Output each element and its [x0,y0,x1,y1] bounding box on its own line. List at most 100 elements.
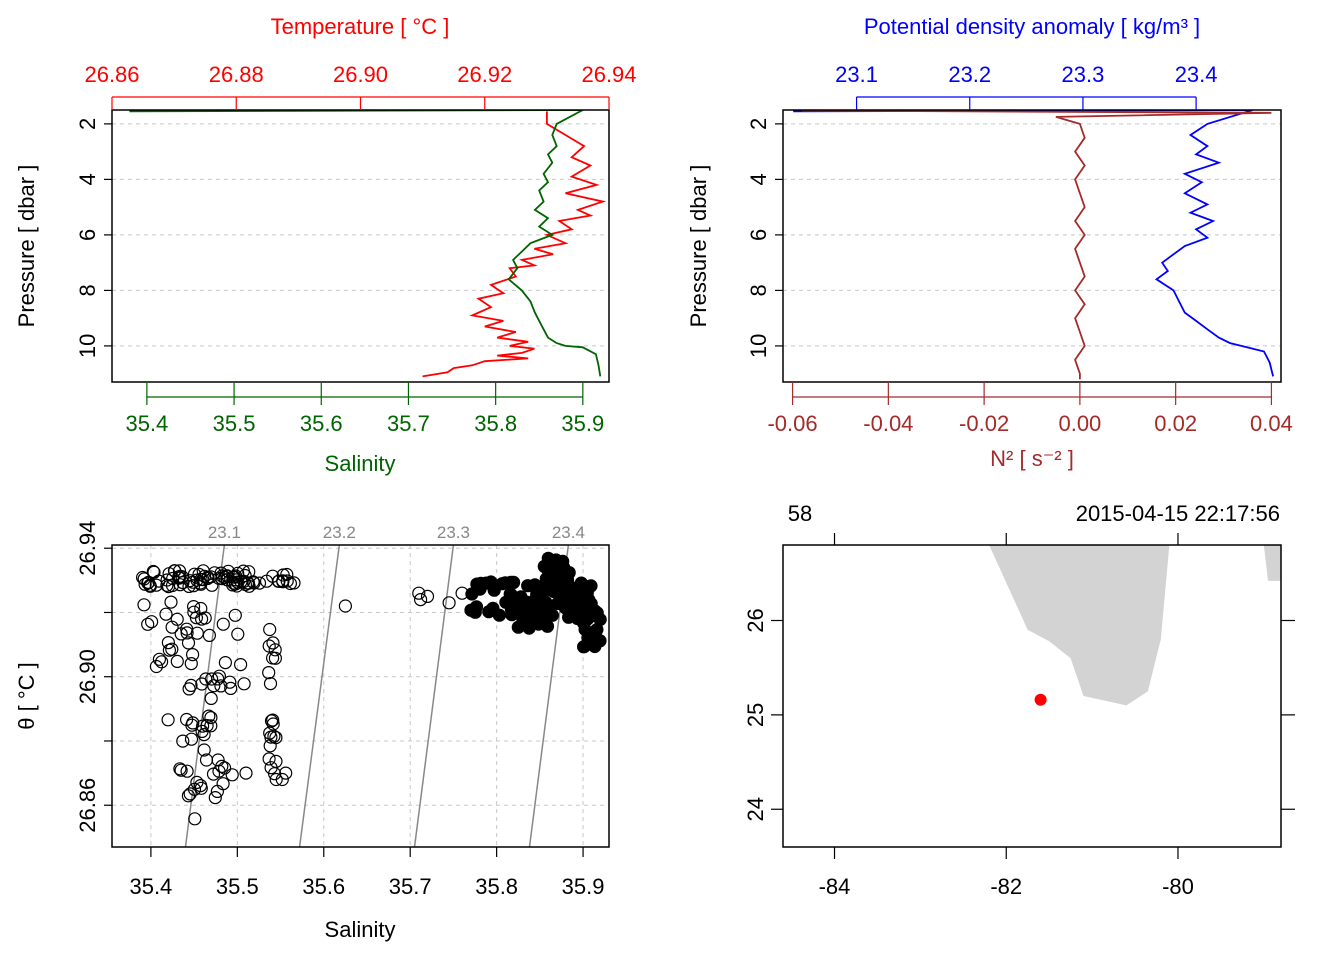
temperature-axis-title: Temperature [ °C ] [271,14,450,39]
y-tick-label: 2 [75,118,100,130]
ts-point [263,622,277,637]
ts-point [528,593,542,607]
ts-point [205,672,219,686]
theta-axis: 26.86 26.90 26.94 [75,521,112,833]
ts-point [522,607,536,621]
ts-point [538,609,552,623]
y-tick-label: 10 [75,334,100,358]
y-tick-label: 2 [746,118,771,130]
ts-point [143,578,157,592]
bottom-tick-label: 0.04 [1250,411,1293,436]
y-tick-label: 8 [75,284,100,296]
ts-point [206,767,221,781]
ts-point [185,718,199,732]
ts-point [565,604,579,619]
ts-point [195,724,209,739]
bottom-tick-label: 35.9 [561,411,604,436]
ts-point [190,775,204,790]
ts-diagram-panel: 23.1 23.2 23.3 23.4 35.4 35.5 35.6 35.7 35.8 35.… [14,521,610,942]
ts-point [146,564,160,579]
ts-point [420,589,435,604]
bottom-tick-label: 0.00 [1058,411,1101,436]
ts-point [338,599,352,613]
bottom-tick-label: -0.02 [959,411,1009,436]
y-tick-label: 4 [746,173,771,185]
ts-point [280,567,294,582]
lat-tick-label: 25 [743,703,768,727]
ts-point [174,763,188,777]
pressure-axis-2: 2 4 6 8 10 [746,118,783,358]
series-line-n2 [802,110,1272,380]
ts-point [287,576,301,590]
ts-point [264,714,279,728]
ts-point [173,578,187,592]
ts-point [197,743,211,757]
station-time: 2015-04-15 22:17:56 [1076,501,1280,526]
ts-point [225,768,239,782]
top-tick-label: 26.88 [209,62,264,87]
bottom-tick-label: 35.7 [387,411,430,436]
density-axis: 23.1 23.2 23.3 23.4 [835,62,1218,110]
ts-point [247,576,261,590]
x-tick-label: 35.8 [475,874,518,899]
ts-point [234,574,248,589]
ts-point [160,578,174,592]
y-tick-label: 6 [75,229,100,241]
ts-point [184,732,199,746]
station-marker [1034,693,1047,706]
ts-point [184,656,198,671]
ts-point [181,789,195,803]
lon-tick-label: -82 [990,874,1022,899]
ts-point [580,590,595,605]
station-number: 58 [788,501,812,526]
ts-point [188,812,202,826]
ts-point [184,678,198,693]
ts-point [503,587,517,601]
ts-salinity-axis: 35.4 35.5 35.6 35.7 35.8 35.9 [129,847,604,899]
theta-axis-title: θ [ °C ] [14,662,39,729]
ts-point [162,643,176,657]
bottom-tick-label: 35.5 [213,411,256,436]
isopycnal-label: 23.2 [323,523,356,542]
profile-ts-frame [111,109,610,383]
ts-point [549,558,563,572]
ts-point [211,753,225,767]
ts-point [237,677,251,691]
profile-ts-series [129,110,607,378]
ts-point [204,710,218,725]
ts-point [522,621,536,635]
ts-point [269,772,283,787]
bottom-tick-label: 0.02 [1154,411,1197,436]
ts-point [187,599,201,614]
temperature-axis: 26.86 26.88 26.90 26.92 26.94 [84,62,637,110]
ts-point [269,754,283,769]
y-tick-label: 8 [746,284,771,296]
ts-point [495,577,509,591]
y-tick-label: 26.90 [75,649,100,704]
profile-ts-panel: 26.86 26.88 26.90 26.92 26.94 35.4 35.5 35.6 35… [14,14,637,476]
station-map-panel: -84 -82 -80 24 25 26 58 2015-04-15 22:17:56 [743,501,1295,899]
y-tick-label: 26.94 [75,521,100,576]
lon-tick-label: -80 [1162,874,1194,899]
salinity-axis: 35.4 35.5 35.6 35.7 35.8 35.9 [125,382,604,436]
x-tick-label: 35.7 [389,874,432,899]
series-line-density [793,110,1274,377]
ts-point [279,766,293,780]
ts-point [164,595,178,609]
ts-point [204,570,218,584]
lon-tick-label: -84 [819,874,851,899]
ts-point [180,764,194,778]
ts-point [262,752,276,766]
ts-point [214,679,228,693]
ts-point [186,647,200,662]
ts-point [473,577,487,591]
y-tick-label: 4 [75,173,100,185]
ts-point [183,787,197,801]
ts-point [216,617,230,631]
isopycnal-line [298,545,341,847]
profile-density-gridlines [783,123,1281,347]
ts-diagram-frame [111,544,610,848]
ts-point [580,612,595,626]
profile-density-series [793,110,1274,380]
